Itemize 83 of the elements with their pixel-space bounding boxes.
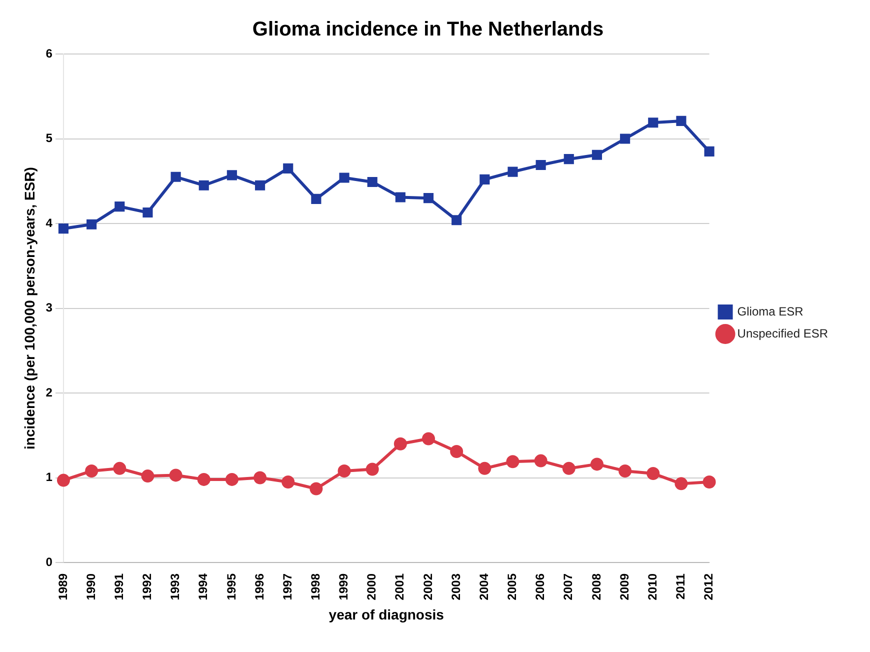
y-tick-label: 1 [46,470,53,484]
point [562,462,576,475]
x-tick-label: 2000 [364,573,379,600]
point [282,475,295,488]
point [310,482,323,496]
x-tick-label: 1999 [336,573,351,600]
point [197,472,210,486]
chart-title: Glioma incidence in The Netherlands [252,18,604,41]
point [564,154,574,164]
point [366,462,379,476]
point [394,437,407,450]
point [58,224,69,234]
point [478,462,492,475]
point [704,146,714,156]
x-tick-label: 1993 [168,573,182,600]
point [395,192,406,202]
x-tick-label: 1998 [308,573,322,600]
point [254,180,266,190]
x-tick-label: 2012 [702,573,716,600]
x-tick-label: 2004 [476,573,491,600]
point [452,215,462,226]
point [367,176,378,188]
point [141,470,154,483]
point [225,472,238,486]
x-tick-label: 2010 [645,573,660,600]
y-tick-label: 2 [46,385,53,400]
x-tick-label: 2003 [448,573,463,600]
point [198,180,209,190]
x-tick-label: 1997 [280,573,294,600]
point [590,458,604,471]
x-tick-label: 1989 [56,573,70,600]
x-tick-label: 2005 [505,573,520,600]
x-tick-label: 1996 [252,573,266,600]
point [676,116,686,126]
y-tick-label: 6 [46,46,53,60]
point [422,432,435,446]
x-tick-label: 2007 [561,573,576,600]
x-tick-label: 2008 [589,573,604,600]
legend-label: Unspecified ESR [737,326,828,340]
point [508,166,518,177]
point [480,174,490,184]
point [506,455,520,468]
point [254,471,267,484]
point [142,207,153,218]
y-axis-title: incidence (per 100,000 person-years, ESR) [21,167,38,450]
point [592,150,602,160]
point [450,444,464,458]
x-tick-label: 2009 [617,573,632,600]
x-tick-label: 2006 [533,573,548,600]
point [114,202,125,212]
point [536,160,546,170]
x-tick-label: 2001 [392,573,407,600]
point [226,170,237,180]
point [339,172,350,183]
x-tick-label: 1995 [224,573,238,600]
point [648,118,658,128]
point [85,464,98,478]
y-tick-label: 0 [46,554,53,569]
x-tick-label: 2011 [674,573,688,600]
point [283,163,294,174]
x-tick-label: 1992 [140,573,154,600]
point [86,219,97,230]
legend-label: Glioma ESR [737,304,804,318]
point [311,194,322,204]
point [620,134,630,144]
point [338,464,351,478]
point [702,475,716,488]
y-tick-label: 4 [46,216,53,230]
y-tick-label: 3 [46,300,53,315]
x-tick-label: 1994 [196,573,210,600]
point [618,464,632,478]
point [423,193,434,204]
x-tick-label: 1990 [84,573,98,600]
point [674,477,688,490]
x-tick-label: 2002 [420,573,435,600]
point [170,172,181,182]
y-tick-label: 5 [46,131,53,146]
point [169,468,182,482]
x-axis-title: year of diagnosis [328,606,444,622]
point [646,467,660,480]
point [534,454,548,468]
point [113,462,126,475]
x-tick-label: 1991 [112,573,126,600]
